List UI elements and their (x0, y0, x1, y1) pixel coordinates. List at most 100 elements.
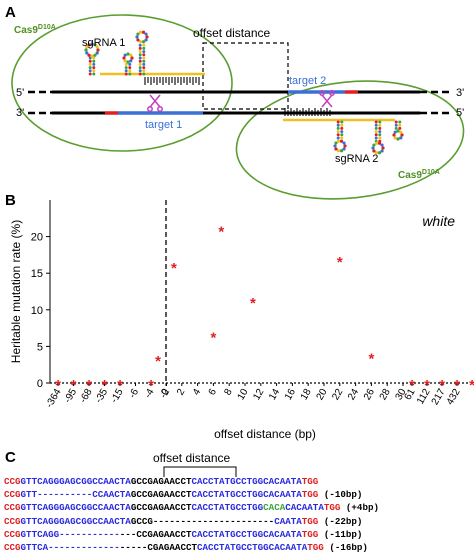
sequence-row: CCGGTTCAGGGAGCGGCCAACTAGCCGAGAACCTCACCTA… (4, 476, 318, 487)
offset-distance-label-a: offset distance (193, 26, 270, 40)
data-point: * (250, 295, 256, 312)
x-tick-label: 16 (283, 387, 298, 403)
sequence-segment: GTTCAGGGAGCGGCCAACTA (20, 476, 131, 487)
sequence-row: CCGGTT----------CCAACTAGCCGAGAACCTCACCTA… (4, 489, 362, 500)
sequence-segment: TGG (301, 476, 319, 487)
sequence-segment: CACCTATGCCTGGCACAATA (197, 542, 308, 553)
sequence-note: (-22bp) (318, 515, 363, 527)
x-tick-label: 10 (236, 387, 251, 403)
cas9-left-label: Cas9D10A (14, 24, 56, 36)
x-tick-label: 0 (159, 387, 172, 398)
data-point: * (454, 377, 460, 394)
sequence-segment: GTT----------CCAACTA (20, 489, 131, 501)
strand-top-5prime: 5' (16, 87, 24, 99)
target-2-label: target 2 (289, 75, 326, 87)
chart-annotation: white (422, 213, 455, 229)
data-point: * (55, 377, 61, 394)
sequence-note: (+4bp) (340, 502, 379, 514)
sgrna-2-label: sgRNA 2 (335, 153, 378, 165)
data-point: * (155, 353, 161, 370)
x-tick-label: 22 (330, 387, 345, 403)
y-tick-label: 10 (31, 305, 43, 317)
sequence-segment: CCG (4, 515, 21, 527)
data-point: * (71, 377, 77, 394)
cas9-right-label: Cas9D10A (398, 169, 440, 181)
sequence-segment: CCG (4, 476, 21, 487)
x-tick-label: 12 (251, 387, 266, 403)
sequence-segment: GTTCAGG----------- (20, 528, 120, 540)
panel-label-b: B (5, 192, 16, 209)
strand-top-3prime: 3' (456, 87, 464, 99)
x-tick-label: 18 (299, 387, 314, 403)
sequence-segment: CCG (4, 528, 21, 540)
offset-bracket (163, 466, 237, 477)
data-point: * (218, 223, 224, 240)
sequence-segment: GCCGAGAACCT (130, 476, 192, 487)
x-tick-label: 2 (175, 387, 188, 398)
sequence-segment: TGG (301, 489, 319, 501)
target-1-label: target 1 (145, 119, 182, 131)
data-point: * (171, 260, 177, 277)
x-tick-label: 28 (378, 387, 393, 403)
x-tick-label: 14 (267, 387, 282, 403)
scissors-icon-2 (319, 90, 335, 108)
sequence-segment: GCCGAGAACCT (130, 489, 192, 501)
data-point: * (210, 329, 216, 346)
sequence-segment: ---CCGAGAACCT (119, 528, 192, 540)
panel-label-a: A (5, 4, 16, 21)
sgrna-2-structure (283, 108, 404, 155)
sequence-segment: CACCTATGCCTGG (191, 502, 264, 514)
x-tick-label: 61 (403, 387, 418, 403)
sequence-segment: CACAATA (285, 502, 324, 514)
cas9-left-ellipse (11, 14, 233, 152)
x-tick-label: 6 (207, 387, 220, 398)
sequence-row: CCGGTTCAGG--------------CCGAGAACCTCACCTA… (4, 529, 362, 540)
sequence-segment: TGG (307, 542, 324, 553)
sequence-segment: CCG (4, 489, 21, 501)
sequence-row: CCGGTTCAGGGAGCGGCCAACTAGCCGAGAACCTCACCTA… (4, 502, 379, 513)
sequence-segment: CACCTATGCCTGGCACAATA (191, 528, 302, 540)
y-tick-label: 15 (31, 268, 43, 280)
sequence-segment: TGG (301, 515, 319, 527)
sequence-segment: GTTCAGGGAGCGGCCAACTA (20, 502, 131, 514)
data-point: * (368, 351, 374, 368)
data-point: * (409, 377, 415, 394)
sequence-segment: CACCTATGCCTGGCACAATA (191, 476, 302, 487)
scissors-icon-1 (147, 94, 163, 112)
data-point: * (86, 377, 92, 394)
data-point: * (148, 377, 154, 394)
sgrna-1-structure (84, 30, 205, 85)
sgrna-1-label: sgRNA 1 (82, 37, 125, 49)
sequence-segment: GCCGAGAACCT (130, 502, 192, 514)
panel-label-c: C (5, 449, 16, 466)
offset-distance-box (202, 42, 289, 110)
sequence-segment: CACCTATGCCTGGCACAATA (191, 489, 302, 501)
x-tick-label: -6 (127, 387, 141, 401)
sequence-segment: CCG (4, 542, 21, 553)
sequence-segment: -----CGAGAACCT (119, 542, 197, 553)
sequence-segment: GCCG---------------------- (130, 515, 275, 527)
y-tick-label: 0 (37, 378, 43, 390)
sequence-segment: TGG (301, 528, 319, 540)
strand-bottom-3prime: 3' (16, 107, 24, 119)
x-tick-label: 26 (362, 387, 377, 403)
data-point: * (117, 377, 123, 394)
y-tick-label: 20 (31, 232, 43, 244)
sequence-segment: CAATA (274, 515, 302, 527)
offset-distance-label-c: offset distance (153, 451, 230, 465)
x-axis-label: offset distance (bp) (214, 427, 316, 441)
y-axis-label: Heritable mutation rate (%) (9, 220, 23, 363)
sequence-segment: TGG (323, 502, 341, 514)
data-point: * (102, 377, 108, 394)
data-point: * (424, 377, 430, 394)
sequence-row: CCGGTTCA------------------CGAGAACCTCACCT… (4, 542, 368, 553)
sequence-segment: CACA (263, 502, 286, 514)
sequence-note: (-11bp) (318, 528, 363, 540)
x-tick-label: 24 (346, 387, 361, 403)
data-point: * (469, 377, 474, 394)
data-point: * (337, 254, 343, 271)
data-point: * (439, 377, 445, 394)
sequence-row: CCGGTTCAGGGAGCGGCCAACTAGCCG-------------… (4, 516, 362, 527)
x-tick-label: 4 (191, 387, 204, 398)
